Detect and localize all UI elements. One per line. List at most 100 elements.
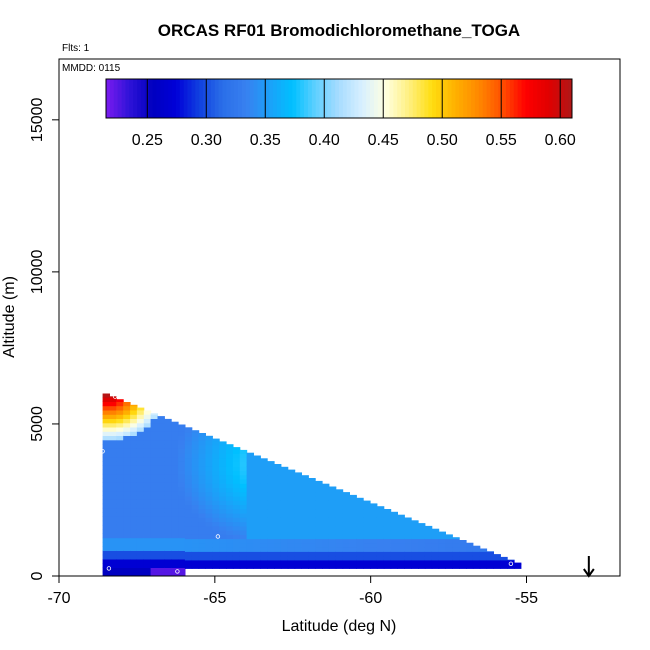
heatmap-cell (157, 524, 165, 530)
heatmap-cell (232, 457, 241, 463)
heatmap-cell (219, 483, 227, 488)
heatmap-cell (219, 470, 227, 476)
heatmap-cell (239, 547, 248, 552)
heatmap-cell (315, 551, 323, 557)
heatmap-cell (191, 474, 200, 480)
heatmap-cell (143, 414, 152, 419)
heatmap-cell (342, 559, 350, 565)
heatmap-cell (164, 482, 172, 488)
heatmap-cell (143, 410, 152, 415)
heatmap-cell (322, 547, 330, 552)
heatmap-cell (184, 564, 193, 569)
heatmap-cell (308, 542, 316, 548)
heatmap-cell (315, 525, 323, 531)
heatmap-cell (171, 563, 179, 568)
heatmap-cell (143, 541, 152, 547)
heatmap-cell (260, 530, 268, 535)
heatmap-cell (356, 504, 364, 510)
heatmap-cell (294, 472, 302, 476)
heatmap-cell (198, 525, 206, 531)
heatmap-cell (143, 563, 152, 568)
heatmap-cell (493, 559, 501, 565)
heatmap-cell (260, 508, 268, 514)
heatmap-cell (274, 534, 282, 540)
heatmap-cell (328, 547, 337, 552)
heatmap-cell (157, 461, 165, 466)
heatmap-cell (479, 559, 488, 565)
heatmap-cell (370, 555, 378, 561)
heatmap-cell (109, 482, 117, 488)
heatmap-cell (171, 473, 179, 479)
heatmap-cell (418, 564, 426, 569)
heatmap-cell (431, 542, 440, 548)
heatmap-cell (178, 473, 186, 479)
heatmap-cell (301, 500, 309, 506)
heatmap-cell (363, 500, 371, 506)
heatmap-cell (198, 440, 206, 446)
heatmap-cell (109, 439, 117, 445)
heatmap-cell (178, 486, 186, 492)
colorbar-swatch (385, 79, 390, 118)
colorbar-swatch (238, 79, 243, 118)
heatmap-cell (171, 421, 179, 424)
heatmap-cell (136, 520, 145, 526)
heatmap-cell (397, 559, 405, 565)
x-axis: -70 -65 -60 -55 (47, 576, 538, 607)
heatmap-cell (294, 487, 302, 493)
heatmap-cell (198, 479, 206, 484)
heatmap-cell (294, 508, 302, 514)
heatmap-cell (239, 534, 248, 540)
heatmap-cell (150, 431, 158, 436)
sample-point (112, 394, 118, 399)
heatmap-cell (253, 500, 261, 506)
heatmap-cell (239, 483, 248, 488)
heatmap-cell (136, 448, 145, 454)
heatmap-cell (191, 547, 200, 552)
heatmap-cell (472, 545, 481, 548)
heatmap-cell (267, 534, 275, 540)
heatmap-cell (219, 504, 227, 510)
heatmap-cell (150, 503, 158, 509)
heatmap-cell (171, 571, 179, 577)
heatmap-cell (376, 538, 385, 544)
heatmap-cell (308, 555, 316, 561)
heatmap-cell (123, 533, 131, 539)
heatmap-cell (294, 513, 302, 518)
heatmap-cell (280, 538, 289, 544)
heatmap-cell (232, 517, 241, 523)
arrow-head (583, 568, 595, 578)
colorbar-swatch (568, 79, 573, 118)
colorbar-swatch (401, 79, 406, 118)
heatmap-cell (198, 436, 206, 442)
heatmap-cell (184, 496, 193, 501)
heatmap-cell (246, 551, 254, 557)
heatmap-cell (123, 499, 131, 505)
heatmap-cell (102, 405, 110, 411)
heatmap-cell (136, 482, 145, 488)
heatmap-cell (116, 452, 124, 458)
heatmap-cell (212, 513, 220, 518)
heatmap-cell (150, 554, 158, 560)
heatmap-cell (287, 559, 296, 565)
heatmap-cell (322, 534, 330, 540)
colorbar-swatch (362, 79, 367, 118)
heatmap-cell (191, 496, 200, 501)
heatmap-cell (280, 551, 289, 557)
y-tick-label: 15000 (29, 97, 46, 142)
heatmap-cell (274, 555, 282, 561)
heatmap-cell (322, 551, 330, 557)
heatmap-cell (322, 559, 330, 565)
heatmap-cell (274, 513, 282, 518)
heatmap-cell (102, 473, 110, 479)
heatmap-cell (328, 513, 337, 518)
heatmap-cell (109, 478, 117, 483)
heatmap-cell (486, 555, 494, 561)
heatmap-cell (164, 571, 172, 577)
heatmap-cell (246, 462, 254, 467)
heatmap-cell (335, 496, 344, 501)
heatmap-cell (116, 571, 124, 577)
colorbar-swatch (537, 79, 542, 118)
heatmap-cell (287, 551, 296, 557)
heatmap-cell (116, 563, 124, 568)
heatmap-cell (260, 538, 268, 544)
